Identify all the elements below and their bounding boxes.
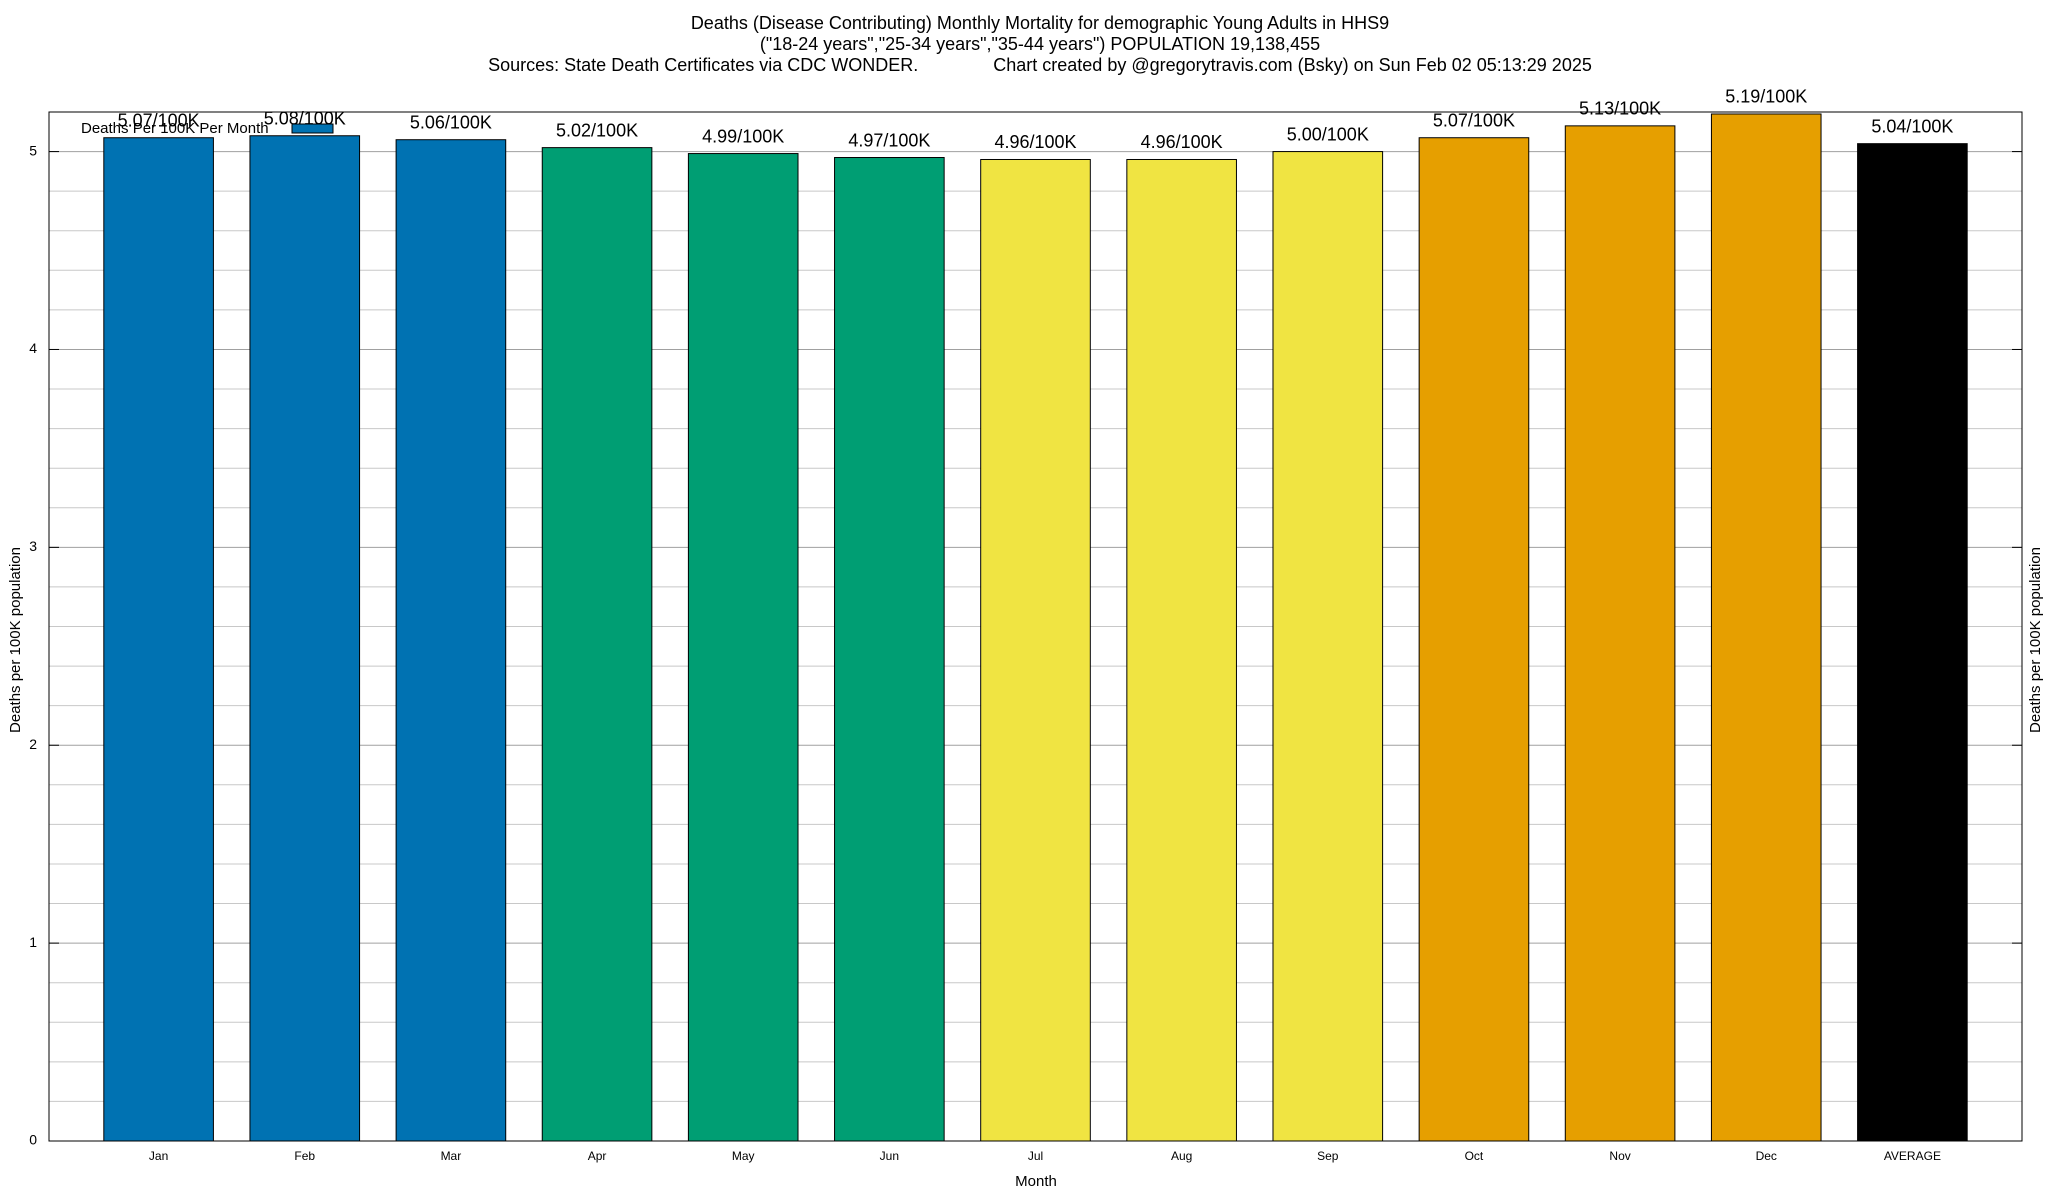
bar	[1857, 143, 1968, 1142]
value-label: 5.06/100K	[410, 112, 492, 132]
bar	[1272, 151, 1384, 1142]
y-axis-label: Deaths per 100K population	[7, 547, 24, 733]
legend-swatch	[291, 123, 334, 134]
chart-title: Deaths (Disease Contributing) Monthly Mo…	[691, 13, 1389, 33]
value-label: 5.00/100K	[1287, 124, 1369, 144]
value-label: 4.96/100K	[994, 132, 1076, 152]
x-axis-label: Month	[1015, 1173, 1057, 1190]
bar	[687, 153, 799, 1142]
bar	[1126, 158, 1237, 1142]
x-tick-label: Jun	[880, 1149, 899, 1163]
bar	[249, 135, 361, 1142]
value-label: 4.96/100K	[1141, 132, 1223, 152]
x-tick-label: Feb	[294, 1149, 315, 1163]
value-label: 5.07/100K	[1433, 110, 1515, 130]
x-tick-label: Jul	[1028, 1149, 1043, 1163]
bar	[103, 137, 214, 1142]
value-label: 5.19/100K	[1725, 87, 1807, 107]
x-tick-label: Sep	[1317, 1149, 1339, 1163]
value-label: 5.02/100K	[556, 120, 638, 140]
value-label: 5.08/100K	[264, 108, 346, 128]
bar	[834, 157, 945, 1142]
y-axis-label-right: Deaths per 100K population	[2027, 547, 2044, 733]
y-tick-label: 3	[29, 538, 37, 554]
x-tick-label: Oct	[1465, 1149, 1484, 1163]
bar	[541, 147, 653, 1142]
bar	[1564, 125, 1676, 1142]
x-tick-label: Apr	[588, 1149, 607, 1163]
x-tick-label: May	[732, 1149, 755, 1163]
bar	[1418, 137, 1530, 1142]
bar	[1710, 113, 1822, 1142]
value-label: 5.13/100K	[1579, 99, 1661, 119]
x-tick-label: Mar	[441, 1149, 462, 1163]
x-tick-label: Dec	[1756, 1149, 1777, 1163]
value-label: 5.04/100K	[1871, 116, 1953, 136]
value-label: 4.97/100K	[848, 130, 930, 150]
y-tick-label: 1	[29, 934, 37, 950]
value-label: 5.07/100K	[118, 110, 200, 130]
y-tick-label: 5	[29, 142, 37, 158]
x-tick-label: Aug	[1171, 1149, 1192, 1163]
x-tick-label: AVERAGE	[1884, 1149, 1941, 1163]
x-tick-label: Jan	[149, 1149, 168, 1163]
bar	[395, 139, 507, 1142]
bar	[980, 158, 1091, 1142]
value-label: 4.99/100K	[702, 126, 784, 146]
x-tick-label: Nov	[1609, 1149, 1630, 1163]
legend-label: Deaths Per 100K Per Month	[81, 120, 269, 137]
y-tick-label: 4	[29, 340, 37, 356]
chart-subtitle: ("18-24 years","25-34 years","35-44 year…	[760, 34, 1320, 54]
y-tick-label: 2	[29, 736, 37, 752]
chart-source: Sources: State Death Certificates via CD…	[488, 55, 1592, 75]
y-tick-label: 0	[29, 1132, 37, 1148]
